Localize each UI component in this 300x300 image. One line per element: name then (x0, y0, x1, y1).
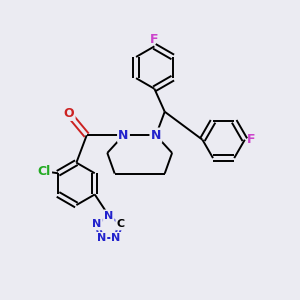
Text: N: N (104, 211, 113, 221)
Text: Cl: Cl (38, 165, 51, 178)
Text: F: F (247, 133, 256, 146)
Text: N: N (97, 233, 106, 243)
Text: N: N (151, 129, 161, 142)
Text: C: C (116, 219, 124, 229)
Text: F: F (150, 33, 159, 46)
Text: N: N (118, 129, 129, 142)
Text: N: N (92, 219, 102, 229)
Text: N: N (111, 233, 121, 243)
Text: O: O (64, 107, 74, 120)
